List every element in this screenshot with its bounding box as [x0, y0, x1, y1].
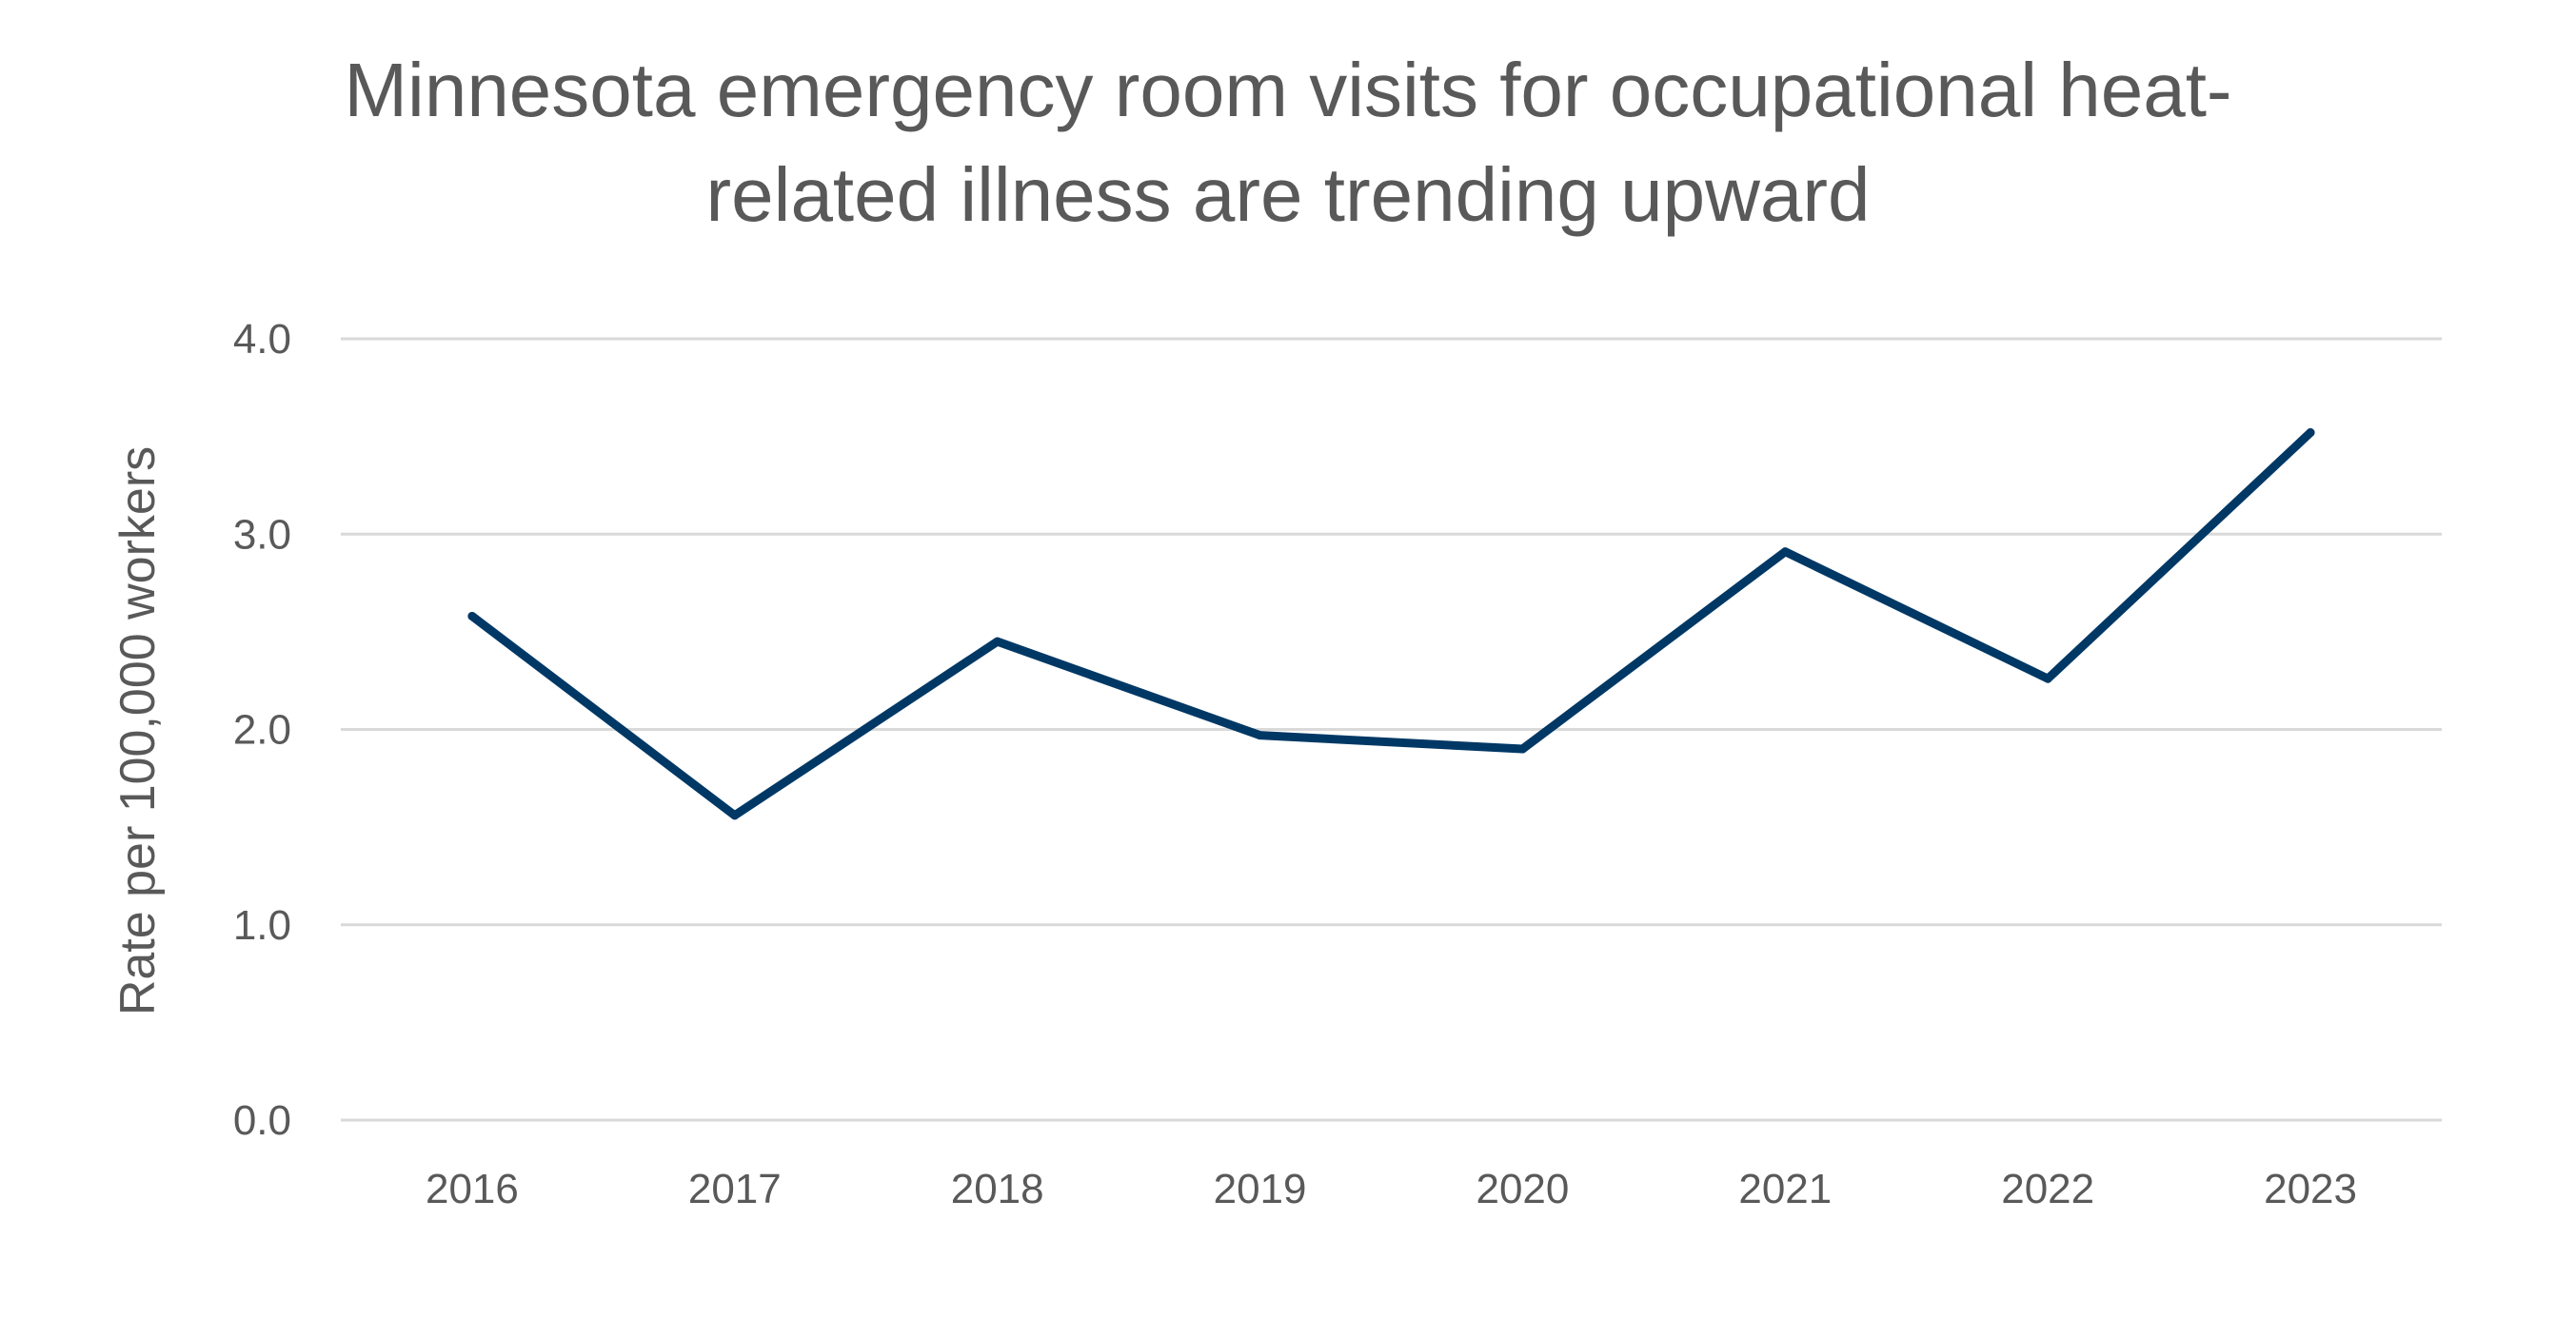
data-point-2018 — [993, 637, 1002, 646]
x-tick-label: 2022 — [2001, 1166, 2094, 1212]
chart-title-line-1: Minnesota emergency room visits for occu… — [344, 48, 2232, 132]
data-point-2019 — [1256, 731, 1265, 740]
x-tick-label: 2021 — [1738, 1166, 1832, 1212]
data-point-2021 — [1780, 547, 1790, 557]
x-tick-label: 2018 — [951, 1166, 1044, 1212]
y-tick-label: 4.0 — [233, 316, 291, 363]
x-tick-label: 2023 — [2264, 1166, 2357, 1212]
data-point-2022 — [2043, 674, 2052, 683]
chart-title-line-2: related illness are trending upward — [705, 152, 1871, 237]
x-tick-label: 2016 — [426, 1166, 519, 1212]
data-point-2020 — [1517, 744, 1527, 754]
data-point-2016 — [467, 611, 477, 620]
y-tick-label: 1.0 — [233, 902, 291, 949]
y-tick-label: 3.0 — [233, 511, 291, 558]
y-tick-label: 2.0 — [233, 707, 291, 754]
x-tick-label: 2019 — [1214, 1166, 1307, 1212]
data-point-2023 — [2306, 428, 2315, 438]
x-tick-label: 2020 — [1476, 1166, 1569, 1212]
y-tick-label: 0.0 — [233, 1097, 291, 1144]
data-line — [467, 428, 2315, 820]
chart-title: Minnesota emergency room visits for occu… — [0, 38, 2576, 247]
x-tick-label: 2017 — [688, 1166, 782, 1212]
data-point-2017 — [730, 811, 740, 820]
y-axis-label: Rate per 100,000 workers — [110, 446, 166, 1015]
